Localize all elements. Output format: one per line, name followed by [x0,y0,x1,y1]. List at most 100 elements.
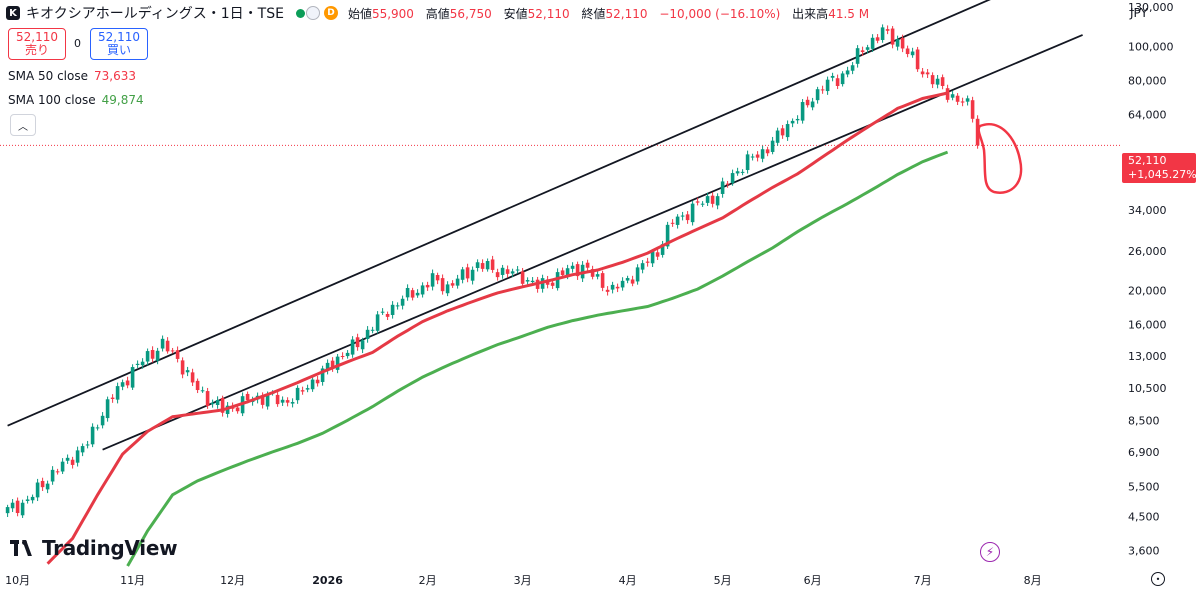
indicator-sma-100[interactable]: SMA 100 close 49,874 [8,93,144,107]
candle [880,24,885,43]
candle [740,169,745,176]
buy-label: 買い [106,43,131,57]
candle [755,151,760,162]
candle [970,96,975,123]
buy-button[interactable]: 52,110 買い [90,28,148,60]
time-tick-label: 7月 [914,574,932,587]
last-price-value: 52,110 [1128,154,1167,167]
symbol-title[interactable]: キオクシアホールディングス・1日・TSE [26,6,284,22]
candle [730,169,735,186]
sell-button[interactable]: 52,110 売り [8,28,66,60]
indicator-sma-50[interactable]: SMA 50 close 73,633 [8,69,136,83]
close-label: 終値 [581,6,606,21]
currency-label[interactable]: JPY [1130,6,1148,20]
close-value: 52,110 [605,6,648,21]
candle [685,211,690,224]
candle [460,266,465,284]
candle [345,350,350,359]
candle [150,346,155,363]
candle [90,423,95,448]
open-value: 55,900 [371,6,414,21]
price-tick-label: 5,500 [1128,480,1160,493]
candle [140,358,145,369]
data-status-badge[interactable]: D [323,6,338,20]
candle [760,145,765,163]
low-value: 52,110 [527,6,570,21]
candle [845,66,850,78]
candle [200,386,205,393]
candle [25,495,30,504]
candle [585,259,590,271]
eye-icon[interactable] [305,6,320,20]
candle [470,266,475,285]
candle [55,468,60,475]
candle [675,214,680,229]
candle [5,504,10,517]
indicator-value: 73,633 [94,69,136,83]
candle [495,268,500,281]
lightning-icon[interactable]: ⚡ [980,542,1000,562]
collapse-indicators-button[interactable]: ︿ [10,114,36,136]
candle [490,255,495,273]
sma-100-line [126,150,949,567]
candle [180,357,185,379]
candle [310,376,315,392]
high-value: 56,750 [449,6,492,21]
candle [655,248,660,260]
candle [955,93,960,106]
candle [415,289,420,298]
candle [745,150,750,174]
candle [195,378,200,394]
candle [50,466,55,485]
candle [385,311,390,320]
candle [850,62,855,75]
candle [165,337,170,354]
candle [205,387,210,409]
candle [280,396,285,406]
candle [175,346,180,363]
tradingview-logo-text: TradingView [42,536,178,560]
candle [910,47,915,58]
candle [770,136,775,155]
gear-icon[interactable]: • [1151,572,1165,586]
price-tick-label: 8,500 [1128,414,1160,427]
candle [595,270,600,280]
tradingview-logo[interactable]: TradingView [10,536,178,560]
market-status-icon [295,8,305,18]
candle [350,336,355,358]
candle [185,366,190,377]
candle [615,283,620,293]
candle [895,35,900,51]
price-tick-label: 130,000 [1128,1,1174,14]
sell-label: 売り [24,43,49,57]
candle [620,277,625,291]
price-tick-label: 100,000 [1128,41,1174,54]
candle [135,360,140,368]
candle [965,95,970,106]
candle [575,261,580,280]
candle [125,376,130,389]
candle [485,258,490,272]
candle [360,337,365,354]
candle [405,284,410,301]
candle [115,382,120,404]
candle [920,67,925,78]
candle [400,295,405,310]
candle [445,281,450,297]
low-label: 安値 [503,6,528,21]
candle [440,274,445,295]
candle [390,301,395,319]
candle [975,115,980,149]
candle [430,269,435,291]
time-tick-label: 8月 [1024,574,1042,587]
candle [700,201,705,207]
candle [355,333,360,351]
time-tick-label: 11月 [120,574,145,587]
price-tick-label: 16,000 [1128,318,1167,331]
candle [635,264,640,285]
candle [780,124,785,139]
price-tick-label: 4,500 [1128,511,1160,524]
candle [735,167,740,176]
candle [420,282,425,298]
